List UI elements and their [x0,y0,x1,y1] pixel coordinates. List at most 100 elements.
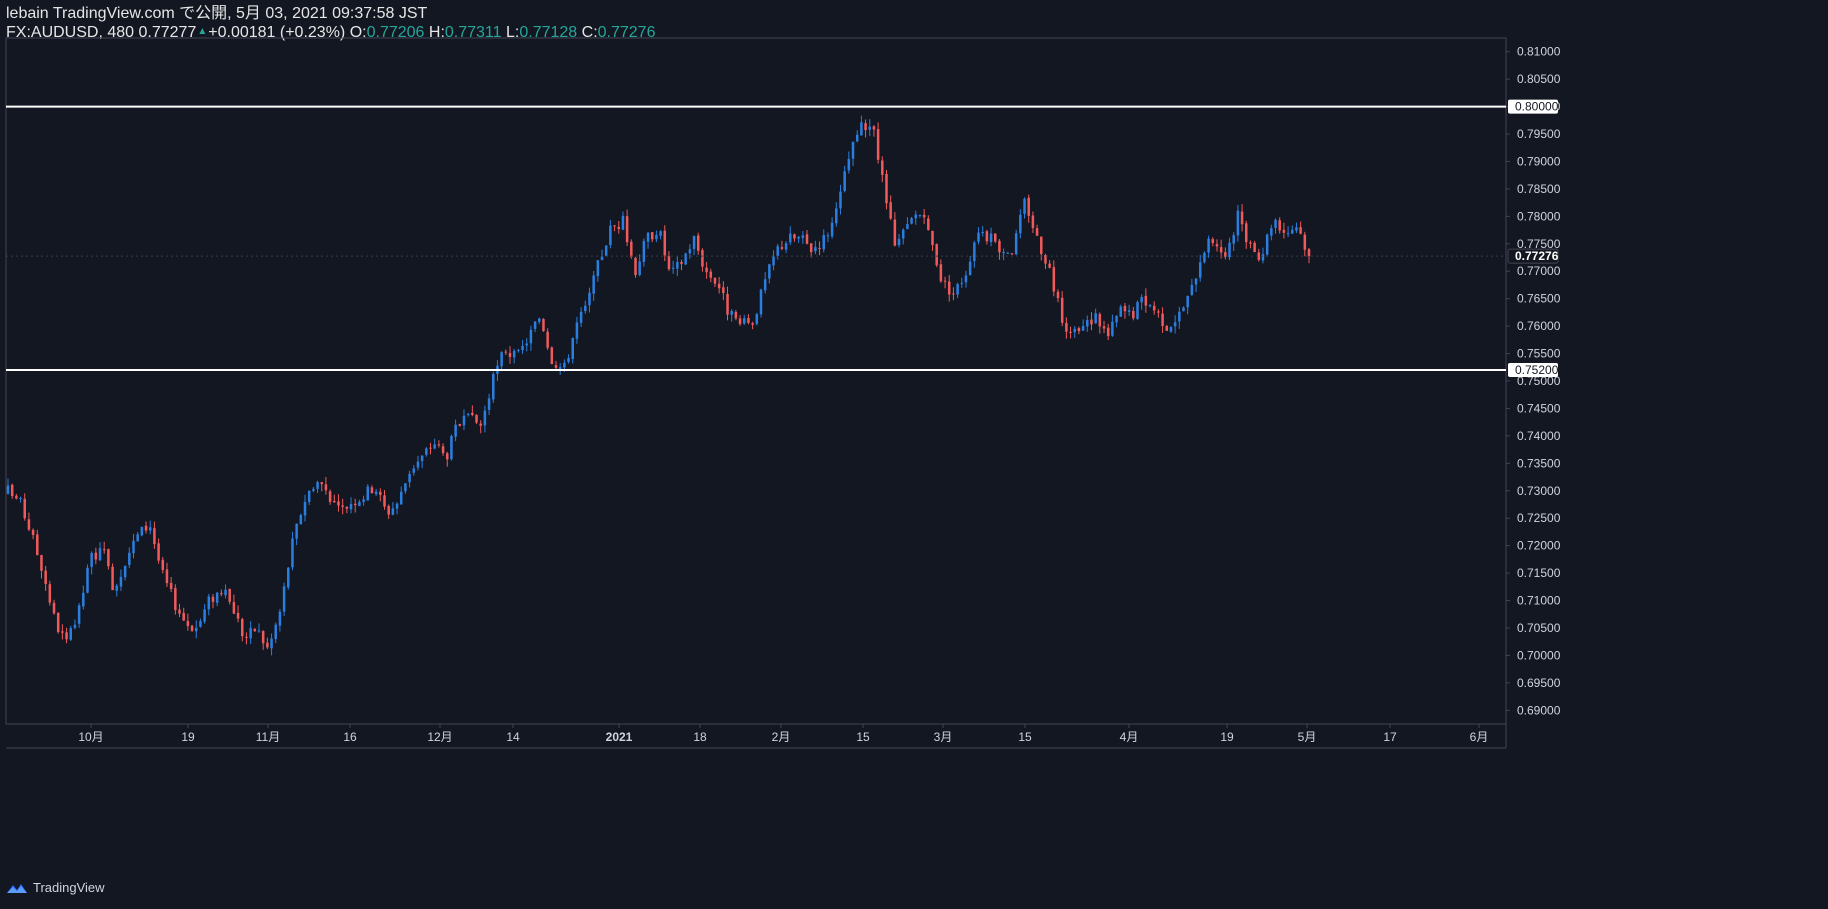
candle-body [1031,215,1035,228]
candle-body [977,232,980,242]
candle-body [86,567,89,593]
candle-body [855,134,859,142]
y-tick-label: 0.72500 [1517,511,1561,525]
candle-body [1157,311,1160,313]
candle-body [161,559,165,570]
candle-body [830,222,834,237]
candle-body [910,218,913,224]
candle-body [90,553,93,567]
candle-body [680,261,683,264]
x-tick-label: 5月 [1298,730,1317,744]
y-tick-label: 0.71500 [1517,566,1561,580]
candle-body [751,323,754,325]
candle-body [220,593,223,595]
candle-body [667,256,671,270]
candle-body [809,243,813,253]
candle-body [119,576,123,587]
y-tick-label: 0.73000 [1517,484,1561,498]
x-tick-label: 19 [181,730,195,744]
candle-body [542,319,545,332]
candle-body [128,552,131,565]
candle-body [717,283,721,289]
candle-body [483,410,487,426]
candle-body [1165,325,1169,331]
candle-body [65,632,68,640]
candle-body [609,225,612,246]
low-label: L: [506,24,520,41]
candle-body [194,627,198,632]
candle-body [15,495,18,499]
y-tick-label: 0.75000 [1517,374,1561,388]
candle-body [462,415,466,426]
candle-body [1127,310,1131,312]
candle-body [1219,247,1223,253]
candle-body [864,123,867,131]
candle-body [1002,252,1005,254]
candle-body [349,504,353,510]
x-tick-label: 14 [506,730,520,744]
candle-body [793,234,796,239]
candle-body [450,435,453,460]
x-tick-label: 19 [1220,730,1234,744]
y-tick-label: 0.80500 [1517,72,1561,86]
symbol-label[interactable]: FX:AUDUSD, 480 [6,24,135,41]
candle-body [1023,198,1026,214]
candle-body [1274,219,1277,228]
candle-body [1291,229,1294,234]
candle-body [433,444,436,449]
candle-body [274,624,277,640]
candle-body [575,322,579,339]
candle-body [1090,319,1093,325]
candle-body [98,548,102,561]
candle-body [207,596,211,610]
brand-label[interactable]: TradingView [33,880,105,895]
candle-body [1132,310,1135,319]
candle-body [1152,305,1156,311]
candle-body [52,602,56,614]
candle-body [479,423,482,426]
candle-body [876,129,880,160]
candle-body [295,523,298,539]
candle-body [412,468,416,473]
candle-body [94,552,98,560]
candle-body [554,365,558,368]
candle-body [713,278,717,284]
y-tick-label: 0.77000 [1517,264,1561,278]
candle-body [709,271,713,278]
candle-body [1065,322,1068,332]
candle-body [186,620,190,627]
y-tick-label: 0.79500 [1517,127,1561,141]
candle-body [266,642,269,648]
candle-body [261,631,265,644]
candle-body [1270,228,1273,236]
change-value: +0.00181 (+0.23%) [208,24,346,41]
candle-body [889,202,892,219]
candle-body [1169,327,1173,332]
candle-body [722,287,725,294]
candle-body [1006,252,1010,254]
open-value: 0.77206 [366,24,425,41]
candle-body [776,246,779,256]
candle-body [387,506,390,515]
candle-body [922,214,926,218]
candle-body [471,412,474,415]
x-tick-label: 6月 [1470,730,1489,744]
candle-body [650,232,654,240]
candle-body [964,275,968,283]
candle-body [1027,197,1030,216]
x-tick-label: 15 [856,730,870,744]
candle-body [630,241,633,257]
candle-body [1044,255,1047,264]
level-price-label: 0.75200 [1515,363,1559,377]
candle-body [391,508,395,515]
x-tick-label: 17 [1383,730,1397,744]
high-value: 0.77311 [444,24,502,41]
candle-body [379,491,382,495]
candle-body [1203,252,1206,263]
candle-body [989,233,993,243]
candle-body [144,525,148,531]
candle-body [1198,262,1202,278]
candle-body [337,501,340,506]
candle-body [1286,233,1290,235]
